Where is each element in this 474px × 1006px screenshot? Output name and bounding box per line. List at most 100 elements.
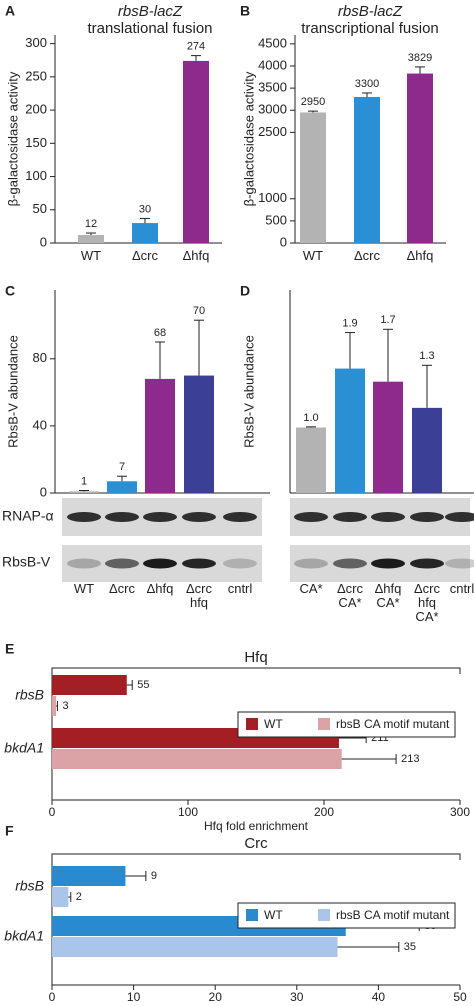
bar [78,235,104,243]
subtitle: transcriptional fusion [301,20,439,37]
y-tick-label: 4000 [258,57,287,72]
y-tick-label: 0 [40,234,47,249]
value-label: 3829 [408,52,432,64]
y-tick-label: rbsB [15,878,44,894]
panel-letter: B [240,3,250,19]
legend-box [237,902,456,929]
blot-band [143,558,177,569]
y-axis-label: RbsB-V abundance [5,335,20,448]
title-bracket [51,853,461,860]
bar [184,375,214,493]
bar [69,491,99,493]
x-tick-label: Δcrc [131,248,159,263]
bar [412,407,442,493]
panel-letter: C [5,283,15,299]
legend-label: rbsB CA motif mutant [336,717,450,731]
y-tick-label: 0 [40,484,47,499]
x-tick-label: 300 [450,805,470,819]
y-axis-label: β-galactosidase activity [241,71,256,206]
bar [145,378,175,493]
blot-band [371,512,405,522]
x-tick-label: cntrl [227,581,253,596]
y-tick-label: 1000 [258,190,287,205]
y-tick-label: 40 [33,417,47,432]
y-tick-label: 500 [265,212,287,227]
blot-band [333,512,367,522]
title: rbsB-lacZ [118,3,183,20]
blot-band [333,558,367,569]
blot-band [105,512,139,522]
blot-band [67,512,101,522]
blot-band [223,512,257,522]
y-axis-label: β-galactosidase activity [5,71,20,206]
legend-label: WT [264,717,283,731]
x-tick-label: CA* [299,581,323,596]
legend-swatch [246,909,258,921]
value-label: 213 [401,753,419,765]
x-tick-label: 20 [209,990,223,1004]
legend-swatch [318,909,330,921]
x-tick-label: Δhfq [146,581,174,596]
blot-band [105,558,139,569]
x-tick-label: Δcrc [108,581,136,596]
value-label: 1.3 [419,350,434,362]
x-tick-label: Δhfq [182,248,210,263]
blot-band [410,558,444,569]
value-label: 1.7 [380,314,395,326]
x-tick-label: Δcrc [353,248,381,263]
x-tick-label: Δhfq [406,248,434,263]
title: rbsB-lacZ [338,3,403,20]
bar [296,427,326,493]
x-tick-label: 0 [49,805,56,819]
bar [52,887,69,907]
y-tick-label: 4500 [258,35,287,50]
y-tick-label: 150 [25,135,47,150]
x-tick-label: Δhfq CA* [374,581,402,610]
bar [52,866,126,886]
legend-swatch [246,718,258,730]
x-axis-label: Hfq fold enrichment [204,819,309,833]
title: Crc [244,835,268,852]
y-tick-label: bkdA1 [4,928,44,944]
blot-label: RNAP-α [2,508,54,524]
x-tick-label: Δcrc hfq [185,581,213,610]
panel-letter: F [5,823,14,839]
value-label: 274 [187,41,205,53]
y-tick-label: bkdA1 [4,740,44,756]
bar [300,112,326,243]
blot-band [143,512,177,522]
x-tick-label: 200 [314,805,334,819]
value-label: 1 [81,475,87,487]
panel-letter: E [5,641,14,657]
bar [52,696,57,716]
y-tick-label: 50 [33,201,47,216]
y-tick-label: 300 [25,35,47,50]
x-axis-label: Crc fold enrichment [204,1004,309,1006]
y-tick-label: 200 [25,102,47,117]
blot-label: RbsB-V [2,554,51,570]
x-tick-label: WT [302,248,324,263]
y-tick-label: 2500 [258,124,287,139]
y-tick-label: 0 [280,234,287,249]
x-tick-label: Δcrc CA* [336,581,364,610]
blot-band [182,558,216,569]
legend-label: rbsB CA motif mutant [336,908,450,922]
bar [107,481,137,493]
blot-band [371,558,405,569]
bar [52,675,127,695]
title: Hfq [244,649,267,666]
blot-band [182,512,216,522]
title-bracket [51,667,461,674]
bar [52,749,342,769]
bar [373,381,403,493]
value-label: 9 [151,870,157,882]
y-tick-label: rbsB [15,687,44,703]
bar [354,96,380,243]
blot-band [294,512,328,522]
x-tick-label: 10 [127,990,141,1004]
blot-band [445,558,474,569]
panel-letter: D [240,283,250,299]
bar [407,73,433,243]
